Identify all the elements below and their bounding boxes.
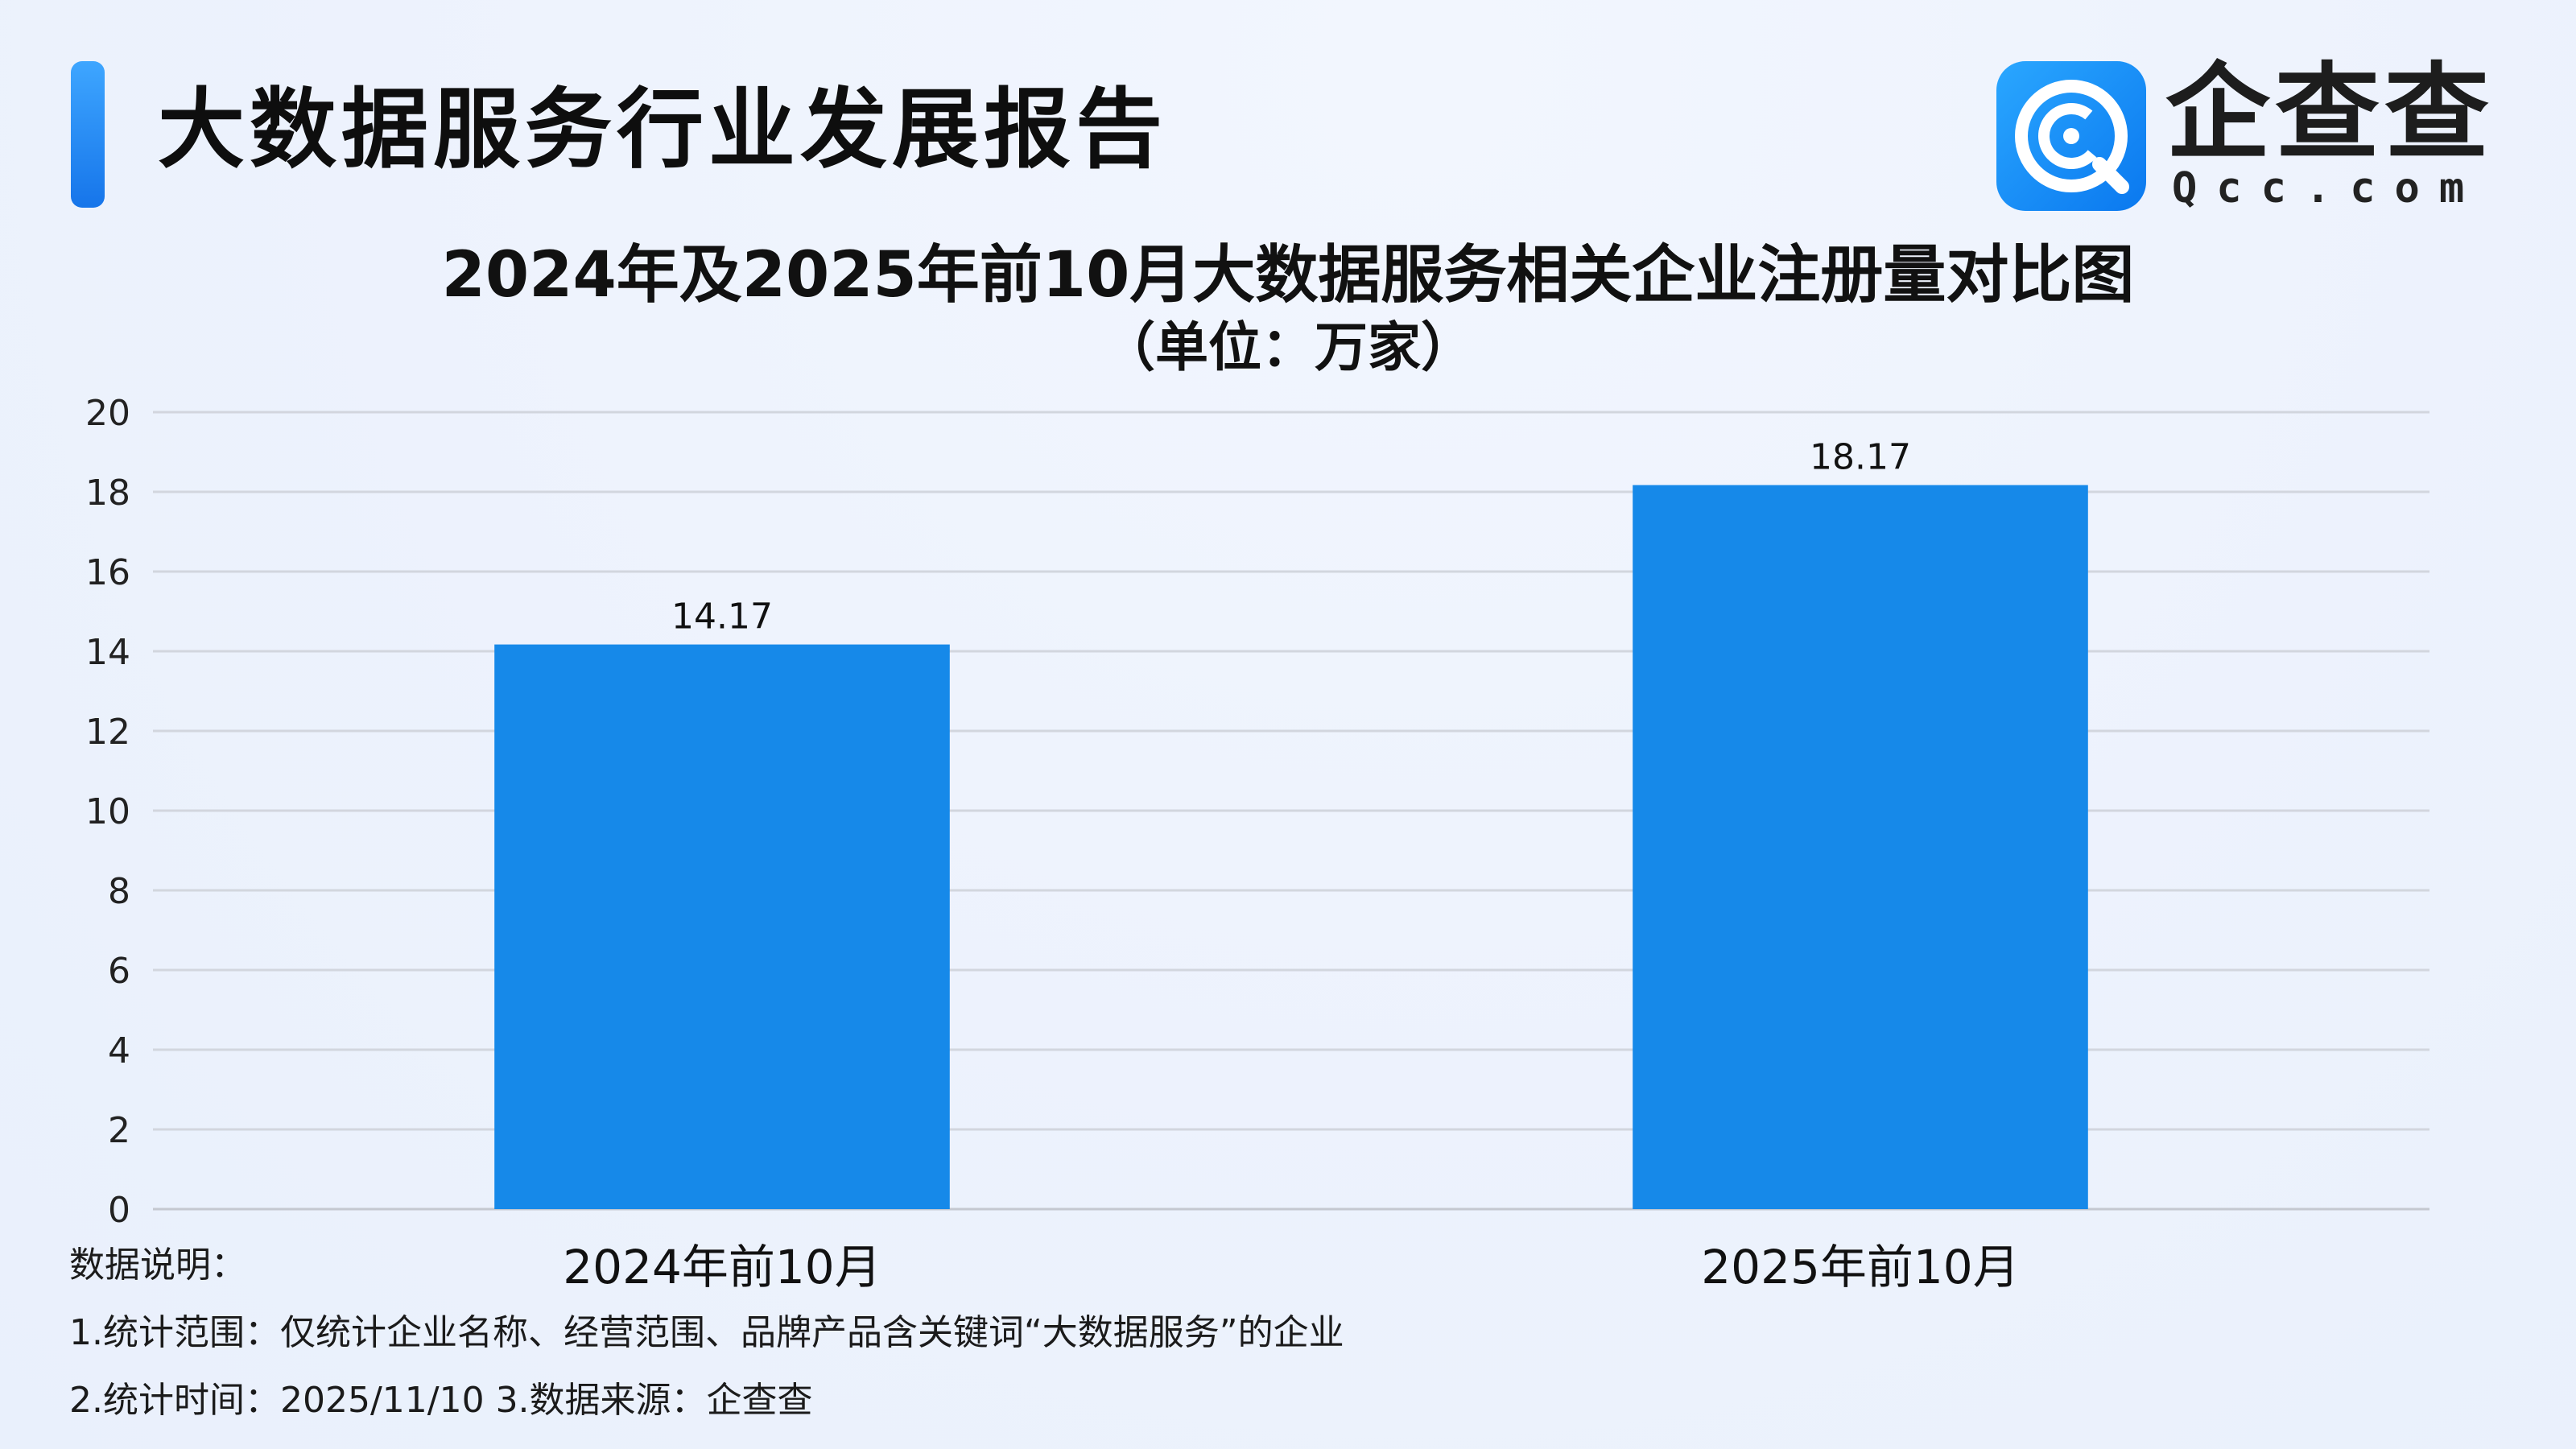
y-tick-label: 10 xyxy=(85,791,130,832)
notes-heading: 数据说明： xyxy=(69,1245,246,1286)
bar xyxy=(1633,485,2088,1209)
bar-value-label: 14.17 xyxy=(671,597,773,638)
y-tick-label: 8 xyxy=(108,871,130,912)
bars xyxy=(494,485,2088,1209)
data-labels: 14.17 18.17 xyxy=(671,437,1911,638)
y-tick-label: 4 xyxy=(108,1030,130,1071)
qcc-logo-icon xyxy=(1996,61,2146,211)
y-tick-label: 14 xyxy=(85,632,130,673)
y-tick-label: 6 xyxy=(108,951,130,992)
x-tick-label: 2025年前10月 xyxy=(1701,1240,2019,1294)
qcc-logo[interactable]: 企查查 Qcc.com xyxy=(1996,56,2489,213)
y-tick-label: 20 xyxy=(85,393,130,434)
x-tick-label: 2024年前10月 xyxy=(563,1240,881,1294)
bar-value-label: 18.17 xyxy=(1810,437,1911,478)
y-tick-label: 18 xyxy=(85,473,130,514)
y-tick-label: 12 xyxy=(85,712,130,753)
notes-line-1: 1.统计范围：仅统计企业名称、经营范围、品牌产品含关键词“大数据服务”的企业 xyxy=(69,1312,1344,1353)
y-tick-label: 0 xyxy=(108,1190,130,1231)
x-axis-ticks: 2024年前10月 2025年前10月 xyxy=(563,1240,2019,1294)
y-tick-label: 2 xyxy=(108,1110,130,1151)
bar xyxy=(494,644,950,1209)
chart-title: 2024年及2025年前10月大数据服务相关企业注册量对比图 xyxy=(441,239,2135,312)
data-notes: 数据说明： 1.统计范围：仅统计企业名称、经营范围、品牌产品含关键词“大数据服务… xyxy=(69,1232,1344,1435)
logo-name: 企查查 xyxy=(2165,52,2495,174)
report-title: 大数据服务行业发展报告 xyxy=(158,80,1168,180)
title-accent-bar xyxy=(71,61,105,208)
logo-url: Qcc.com xyxy=(2172,164,2484,213)
y-tick-label: 16 xyxy=(85,552,130,593)
y-axis-ticks: 0 2 4 6 8 10 12 14 16 18 20 xyxy=(85,393,130,1231)
chart-subtitle: （单位：万家） xyxy=(1102,316,1474,378)
notes-line-2: 2.统计时间：2025/11/10 3.数据来源：企查查 xyxy=(69,1380,813,1421)
